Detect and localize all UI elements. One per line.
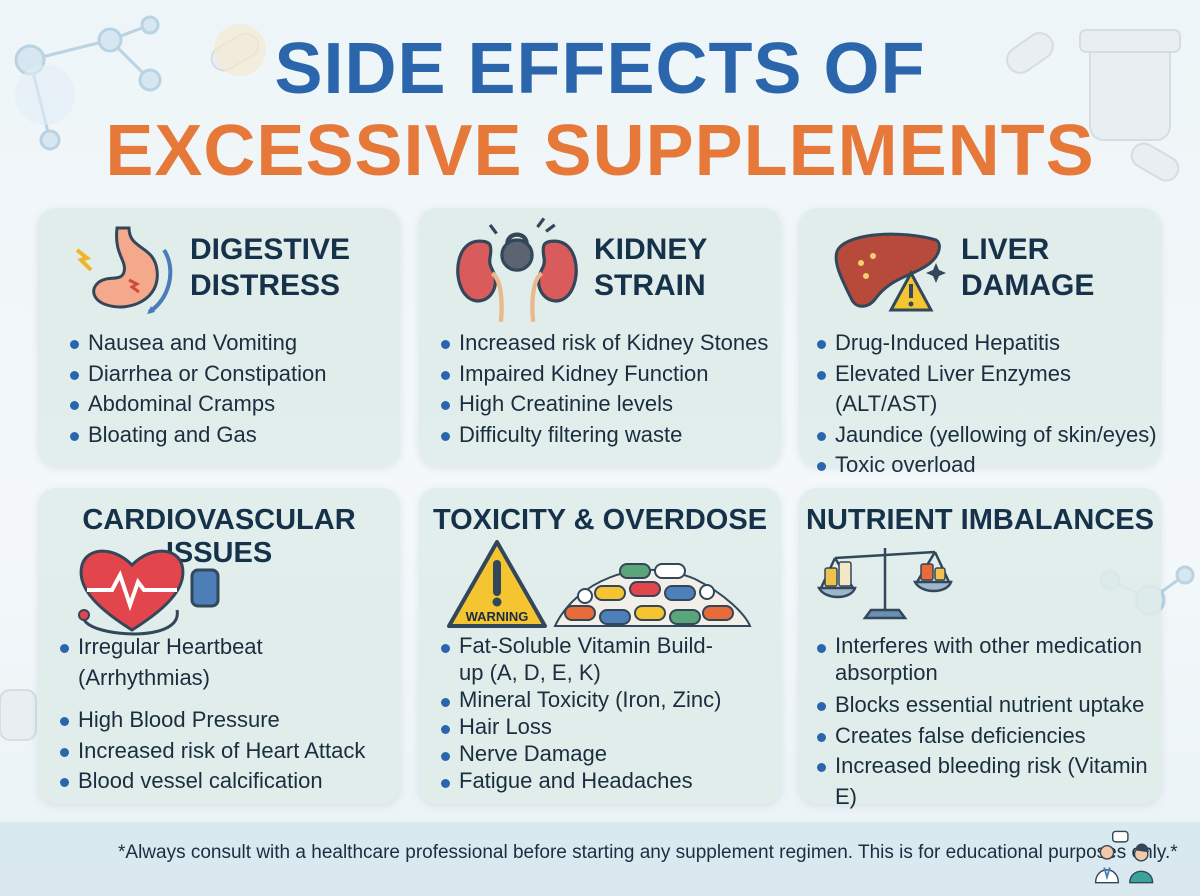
list-item: Fat-Soluble Vitamin Build-up (A, D, E, K… [437,632,737,686]
card-heading: KIDNEY STRAIN [594,232,707,304]
liver-warning-icon [834,232,946,312]
card-heading-line-1: LIVER [961,233,1050,266]
warning-pills-icon: WARNING [447,540,752,628]
title-line-2: EXCESSIVE SUPPLEMENTS [105,111,1095,191]
balance-scale-icon [816,548,953,620]
list-item: Elevated Liver Enzymes (ALT/AST) [813,359,1161,420]
card-heading: TOXICITY & OVERDOSE [432,504,768,536]
list-item: Increased risk of Kidney Stones [437,328,768,359]
list-item: Fatigue and Headaches [437,767,737,794]
card-heading-line-2: DISTRESS [190,269,341,302]
list-item: Irregular Heartbeat (Arrhythmias) [56,632,400,693]
card-heading: LIVER DAMAGE [961,232,1094,304]
effect-list: Fat-Soluble Vitamin Build-up (A, D, E, K… [437,632,737,794]
effect-list: Irregular Heartbeat (Arrhythmias) High B… [56,632,400,797]
card-heading: DIGESTIVE DISTRESS [190,232,350,304]
card-digestive-distress: DIGESTIVE DISTRESS Nausea and Vomiting D… [38,208,400,466]
card-heading-line-2: DAMAGE [961,269,1095,302]
list-item: High Blood Pressure [56,705,400,736]
effect-list: Increased risk of Kidney Stones Impaired… [437,328,768,450]
disclaimer-note: *Always consult with a healthcare profes… [118,842,1178,863]
list-item: Bloating and Gas [66,420,326,451]
card-toxicity-overdose: TOXICITY & OVERDOSE WARNING Fat-Soluble … [419,488,781,804]
list-item: Impaired Kidney Function [437,359,768,390]
list-item: Nerve Damage [437,740,737,767]
list-item: Blood vessel calcification [56,766,400,797]
list-item: Toxic overload [813,450,1161,481]
kidneys-kettlebell-icon [456,217,578,322]
list-item: Increased risk of Heart Attack [56,736,400,767]
list-item: High Creatinine levels [437,389,768,420]
list-item: Mineral Toxicity (Iron, Zinc) [437,686,737,713]
list-item: Difficulty filtering waste [437,420,768,451]
list-item: Abdominal Cramps [66,389,326,420]
card-heading-line-2: STRAIN [594,269,706,302]
card-heading-line-1: KIDNEY [594,233,708,266]
card-heading-line-1: DIGESTIVE [190,233,351,266]
list-item: Blocks essential nutrient uptake [813,690,1153,721]
list-item: Hair Loss [437,713,737,740]
card-liver-damage: LIVER DAMAGE Drug-Induced Hepatitis Elev… [799,208,1161,477]
list-item: Diarrhea or Constipation [66,359,326,390]
effect-list: Interferes with other medication absorpt… [813,632,1153,812]
effect-list: Drug-Induced Hepatitis Elevated Liver En… [813,328,1161,481]
list-item: Creates false deficiencies [813,721,1153,752]
stomach-icon [75,226,173,314]
list-item: Increased bleeding risk (Vitamin E) [813,751,1153,812]
card-heading: CARDIOVASCULAR ISSUES [82,504,356,569]
doctor-patient-icon [1094,830,1154,884]
effect-list: Nausea and Vomiting Diarrhea or Constipa… [66,328,326,450]
warning-label: WARNING [466,609,529,624]
list-item: Interferes with other medication absorpt… [813,632,1153,686]
heart-blood-pressure-icon [78,549,220,636]
card-cardiovascular-issues: CARDIOVASCULAR ISSUES Irregular Heartbea… [38,488,400,804]
card-nutrient-imbalances: NUTRIENT IMBALANCES Interferes with othe… [799,488,1161,809]
list-item: Drug-Induced Hepatitis [813,328,1161,359]
card-heading: NUTRIENT IMBALANCES [806,504,1154,536]
list-item: Jaundice (yellowing of skin/eyes) [813,420,1161,451]
footer-bar [0,822,1200,896]
title-line-1: SIDE EFFECTS OF [274,29,926,109]
card-kidney-strain: KIDNEY STRAIN Increased risk of Kidney S… [419,208,781,466]
list-item: Nausea and Vomiting [66,328,326,359]
